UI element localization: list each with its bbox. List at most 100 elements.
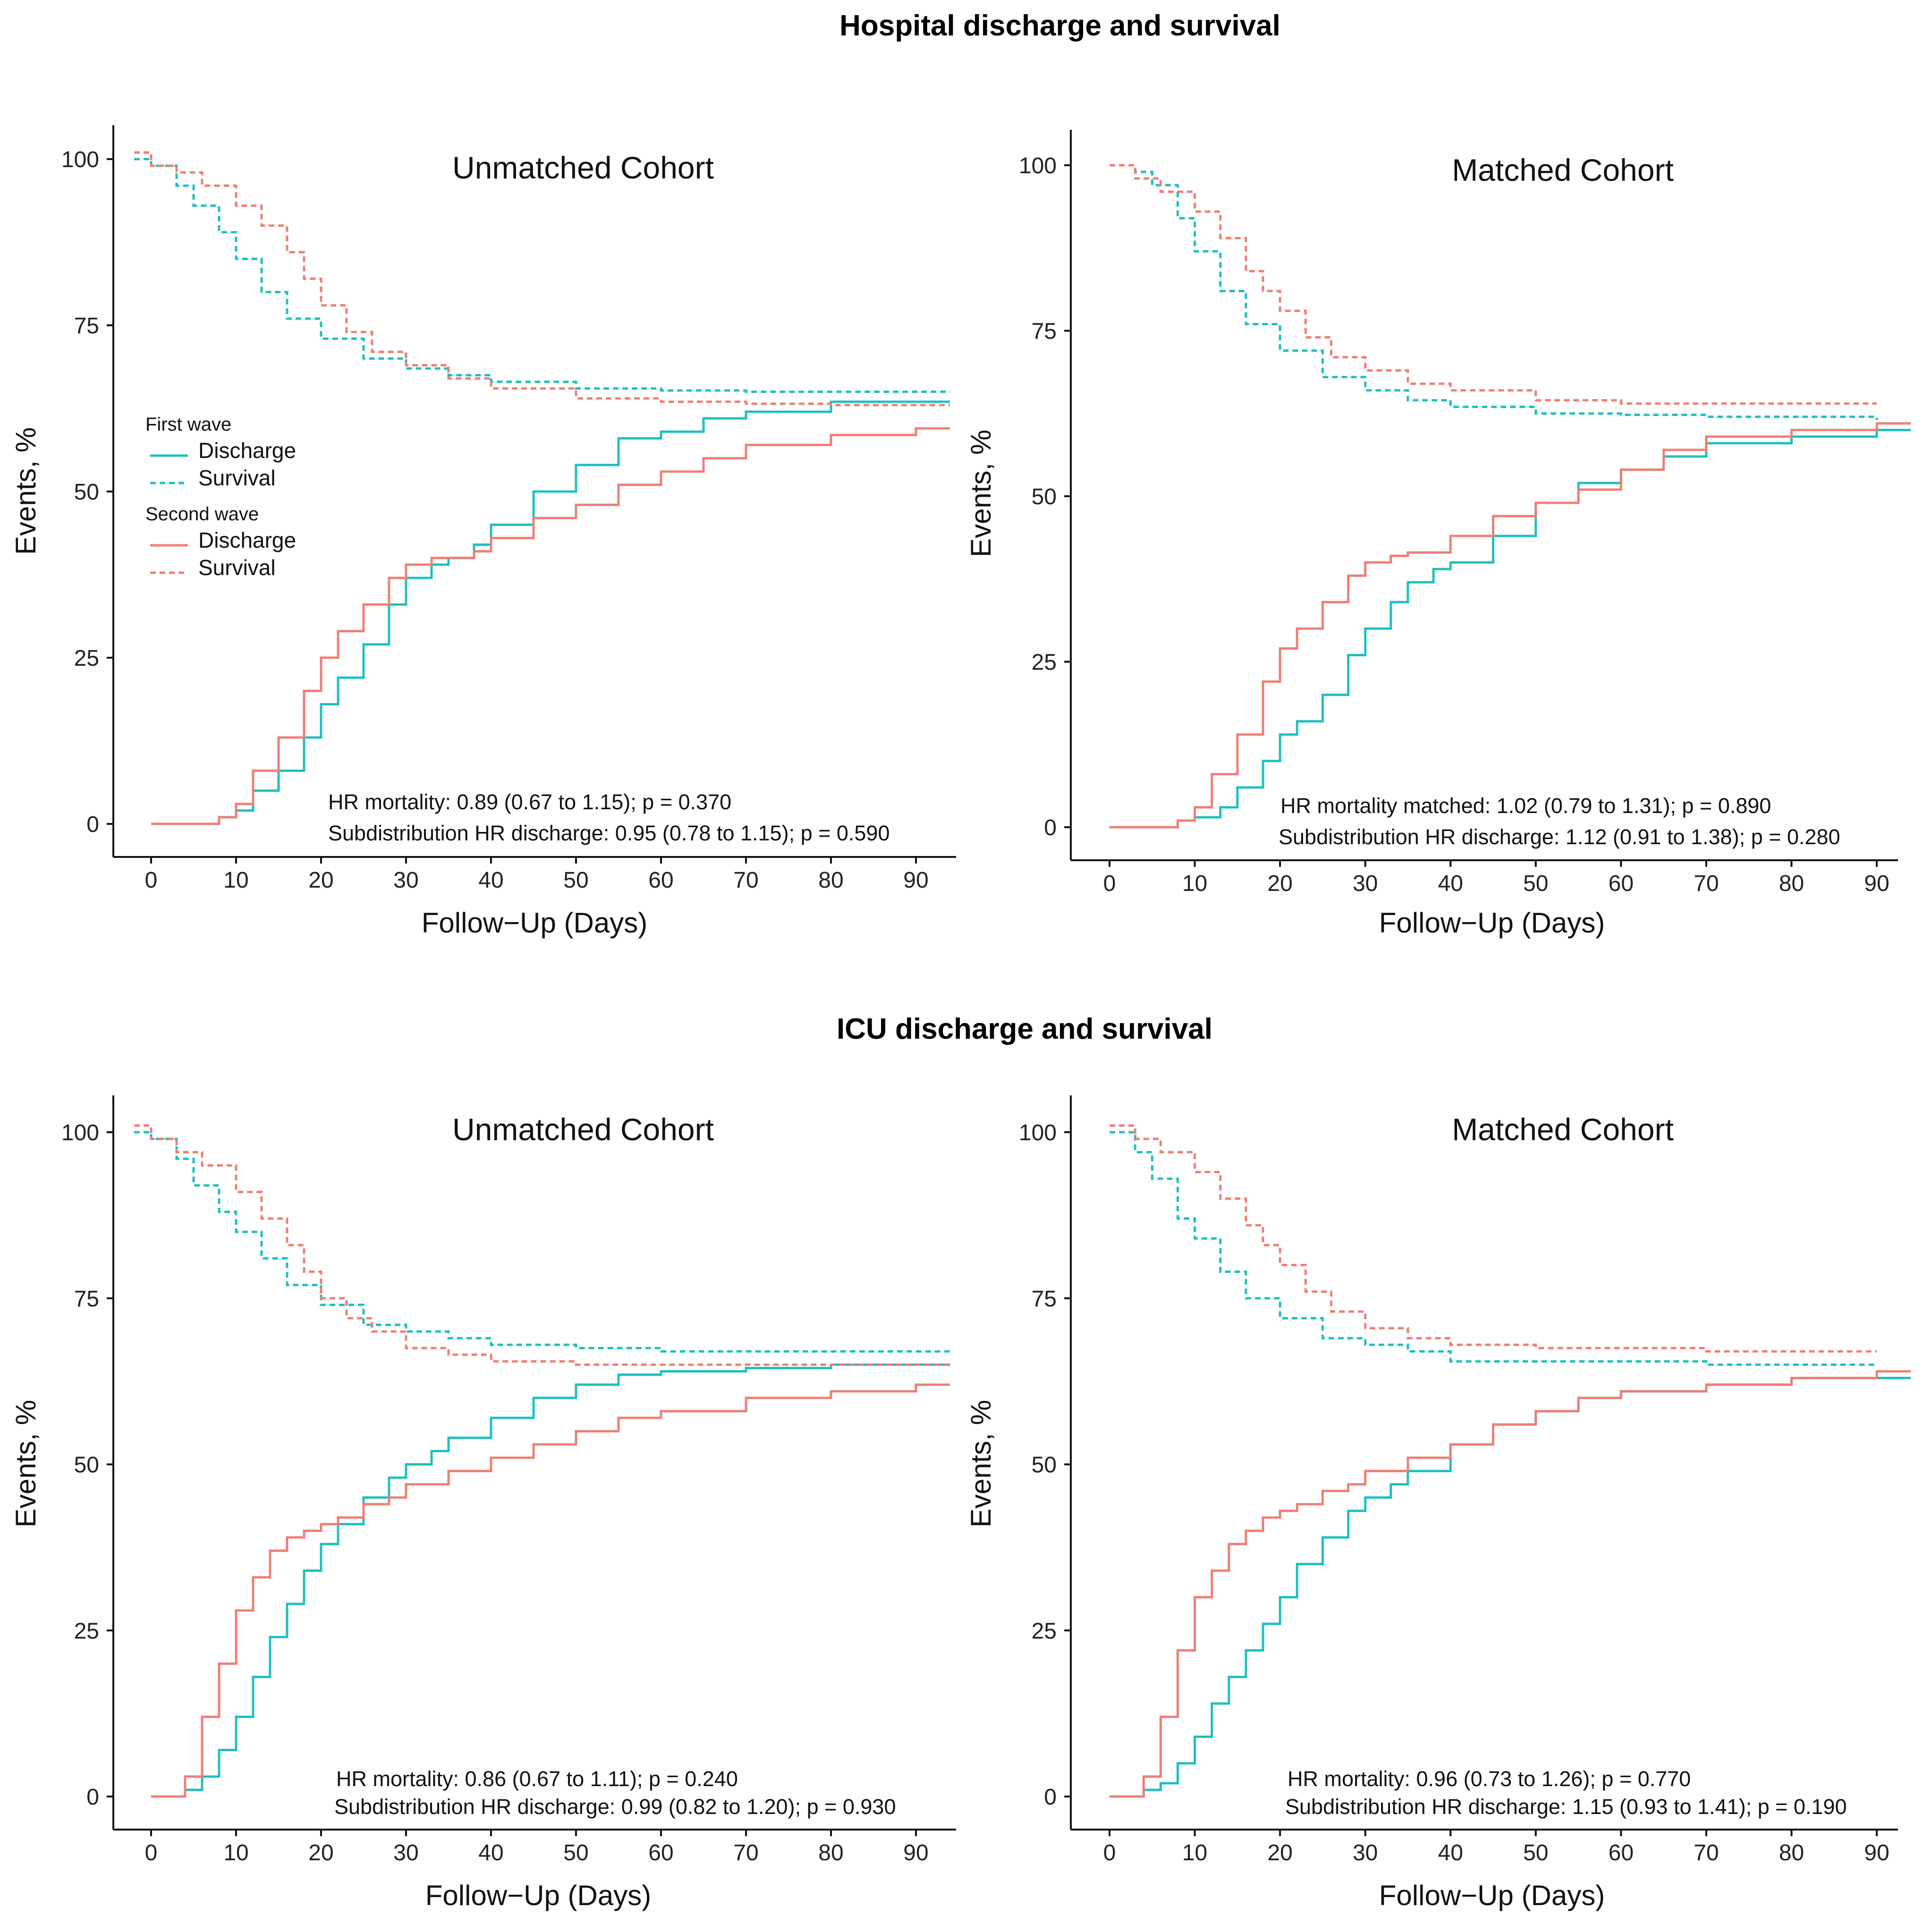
panel-title: Unmatched Cohort [452, 1112, 714, 1147]
y-tick-label: 0 [86, 1785, 99, 1810]
x-tick-label: 10 [1182, 1840, 1207, 1865]
hr-discharge-annotation: Subdistribution HR discharge: 1.15 (0.93… [1285, 1795, 1847, 1819]
x-tick-label: 40 [478, 1840, 503, 1865]
x-tick-label: 40 [478, 868, 503, 893]
ticks-group: 0 10 20 30 40 50 60 70 80 90 0 25 50 75 100 [61, 147, 929, 893]
x-tick-label: 90 [1864, 871, 1889, 896]
series-first-wave-survival [134, 158, 950, 393]
x-tick-label: 50 [1523, 1840, 1548, 1865]
y-tick-label: 75 [74, 314, 99, 339]
panel-hospital-matched: Matched Cohort 0 10 20 30 40 50 60 70 80 90 0 25 50 7… [965, 130, 1911, 939]
x-tick-label: 80 [818, 1840, 843, 1865]
x-tick-label: 70 [733, 868, 758, 893]
x-tick-label: 70 [1694, 871, 1719, 896]
series-second-wave-survival [1110, 164, 1877, 405]
y-tick-label: 0 [1044, 815, 1057, 840]
ticks-group: 0 10 20 30 40 50 60 70 80 90 0 25 50 75 100 [61, 1120, 929, 1865]
x-tick-label: 90 [903, 868, 928, 893]
series-first-wave-survival [1110, 164, 1878, 420]
legend-group1-title: First wave [145, 414, 231, 435]
x-tick-label: 80 [818, 868, 843, 893]
y-tick-label: 75 [1032, 1287, 1057, 1312]
y-tick-label: 100 [61, 1120, 99, 1145]
y-tick-label: 50 [1032, 1453, 1057, 1478]
x-tick-label: 30 [1353, 871, 1378, 896]
x-tick-label: 90 [903, 1840, 928, 1865]
series-second-wave-discharge [151, 1383, 950, 1798]
x-tick-label: 20 [1267, 871, 1292, 896]
series-second-wave-discharge [1110, 422, 1911, 829]
y-tick-label: 100 [1019, 1120, 1057, 1145]
x-axis-label: Follow−Up (Days) [1379, 1880, 1605, 1911]
x-tick-label: 60 [1609, 871, 1634, 896]
series-second-wave-survival [134, 151, 950, 407]
x-tick-label: 50 [1523, 871, 1548, 896]
y-tick-label: 75 [1032, 319, 1057, 344]
x-tick-label: 60 [1609, 1840, 1634, 1865]
section-title-icu: ICU discharge and survival [837, 1013, 1212, 1045]
y-tick-label: 50 [74, 480, 99, 505]
section-title-hospital: Hospital discharge and survival [839, 9, 1280, 42]
legend-second-discharge: Discharge [198, 528, 296, 552]
y-tick-label: 75 [74, 1287, 99, 1312]
x-tick-label: 70 [1694, 1840, 1719, 1865]
legend-first-survival: Survival [198, 466, 276, 490]
y-axis-label: Events, % [10, 1400, 42, 1527]
curves-group [1110, 1124, 1911, 1798]
legend-second-survival: Survival [198, 555, 276, 580]
panel-icu-unmatched: Unmatched Cohort 0 10 20 30 40 50 60 70 80 90 0 25 5… [10, 1095, 956, 1911]
legend-first-discharge: Discharge [198, 438, 296, 463]
hr-discharge-annotation: Subdistribution HR discharge: 0.95 (0.78… [328, 821, 890, 845]
series-first-wave-discharge [151, 400, 950, 825]
panel-title: Matched Cohort [1452, 153, 1674, 187]
x-axis-label: Follow−Up (Days) [422, 907, 647, 939]
series-second-wave-discharge [1110, 1370, 1911, 1798]
hr-mortality-annotation: HR mortality: 0.96 (0.73 to 1.26); p = 0… [1288, 1767, 1691, 1791]
panel-title: Unmatched Cohort [452, 150, 714, 185]
legend: First wave Discharge Survival Second wav… [145, 414, 296, 580]
y-tick-label: 25 [1032, 650, 1057, 675]
x-tick-label: 20 [308, 868, 333, 893]
series-first-wave-survival [134, 1131, 950, 1353]
y-tick-label: 100 [1019, 153, 1057, 178]
series-second-wave-survival [134, 1124, 950, 1366]
y-axis-label: Events, % [965, 430, 997, 557]
hr-mortality-annotation: HR mortality matched: 1.02 (0.79 to 1.31… [1280, 794, 1771, 818]
series-first-wave-discharge [1110, 429, 1911, 829]
y-tick-label: 50 [74, 1453, 99, 1478]
x-tick-label: 20 [308, 1840, 333, 1865]
y-tick-label: 50 [1032, 484, 1057, 509]
x-tick-label: 90 [1864, 1840, 1889, 1865]
x-tick-label: 10 [223, 868, 248, 893]
x-tick-label: 40 [1438, 1840, 1463, 1865]
x-tick-label: 80 [1779, 871, 1804, 896]
x-tick-label: 0 [145, 1840, 158, 1865]
x-tick-label: 30 [393, 868, 418, 893]
x-tick-label: 20 [1267, 1840, 1292, 1865]
x-tick-label: 40 [1438, 871, 1463, 896]
hr-discharge-annotation: Subdistribution HR discharge: 1.12 (0.91… [1279, 825, 1840, 849]
curves-group [134, 1124, 950, 1798]
x-tick-label: 30 [1353, 1840, 1378, 1865]
x-axis-label: Follow−Up (Days) [1379, 907, 1605, 939]
hr-discharge-annotation: Subdistribution HR discharge: 0.99 (0.82… [334, 1795, 896, 1819]
y-tick-label: 25 [74, 1619, 99, 1644]
series-second-wave-survival [1110, 1124, 1877, 1353]
panel-icu-matched: Matched Cohort 0 10 20 30 40 50 60 70 80 90 0 25 50 7… [965, 1095, 1911, 1911]
panel-hospital-unmatched: Unmatched Cohort 0 10 20 30 40 50 60 70 80 90 0 25 5… [10, 125, 956, 939]
x-tick-label: 80 [1779, 1840, 1804, 1865]
curves-group [134, 151, 950, 825]
x-tick-label: 10 [223, 1840, 248, 1865]
x-axis-label: Follow−Up (Days) [425, 1880, 651, 1911]
series-first-wave-survival [1110, 1131, 1877, 1366]
x-tick-label: 30 [393, 1840, 418, 1865]
x-tick-label: 60 [648, 868, 673, 893]
y-axis-label: Events, % [10, 427, 42, 555]
legend-group2-title: Second wave [145, 504, 259, 525]
y-axis-label: Events, % [965, 1400, 997, 1527]
x-tick-label: 60 [648, 1840, 673, 1865]
hr-mortality-annotation: HR mortality: 0.86 (0.67 to 1.11); p = 0… [336, 1767, 738, 1791]
series-second-wave-discharge [151, 427, 950, 825]
hr-mortality-annotation: HR mortality: 0.89 (0.67 to 1.15); p = 0… [328, 790, 731, 814]
